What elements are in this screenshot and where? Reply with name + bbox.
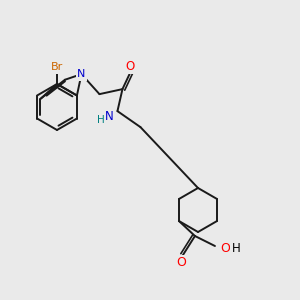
Text: H: H: [232, 242, 240, 254]
Text: N: N: [105, 110, 114, 123]
Text: O: O: [176, 256, 186, 269]
Text: O: O: [126, 60, 135, 73]
Text: N: N: [77, 69, 86, 79]
Text: O: O: [220, 242, 230, 254]
Text: H: H: [97, 115, 104, 125]
Text: Br: Br: [51, 62, 63, 72]
